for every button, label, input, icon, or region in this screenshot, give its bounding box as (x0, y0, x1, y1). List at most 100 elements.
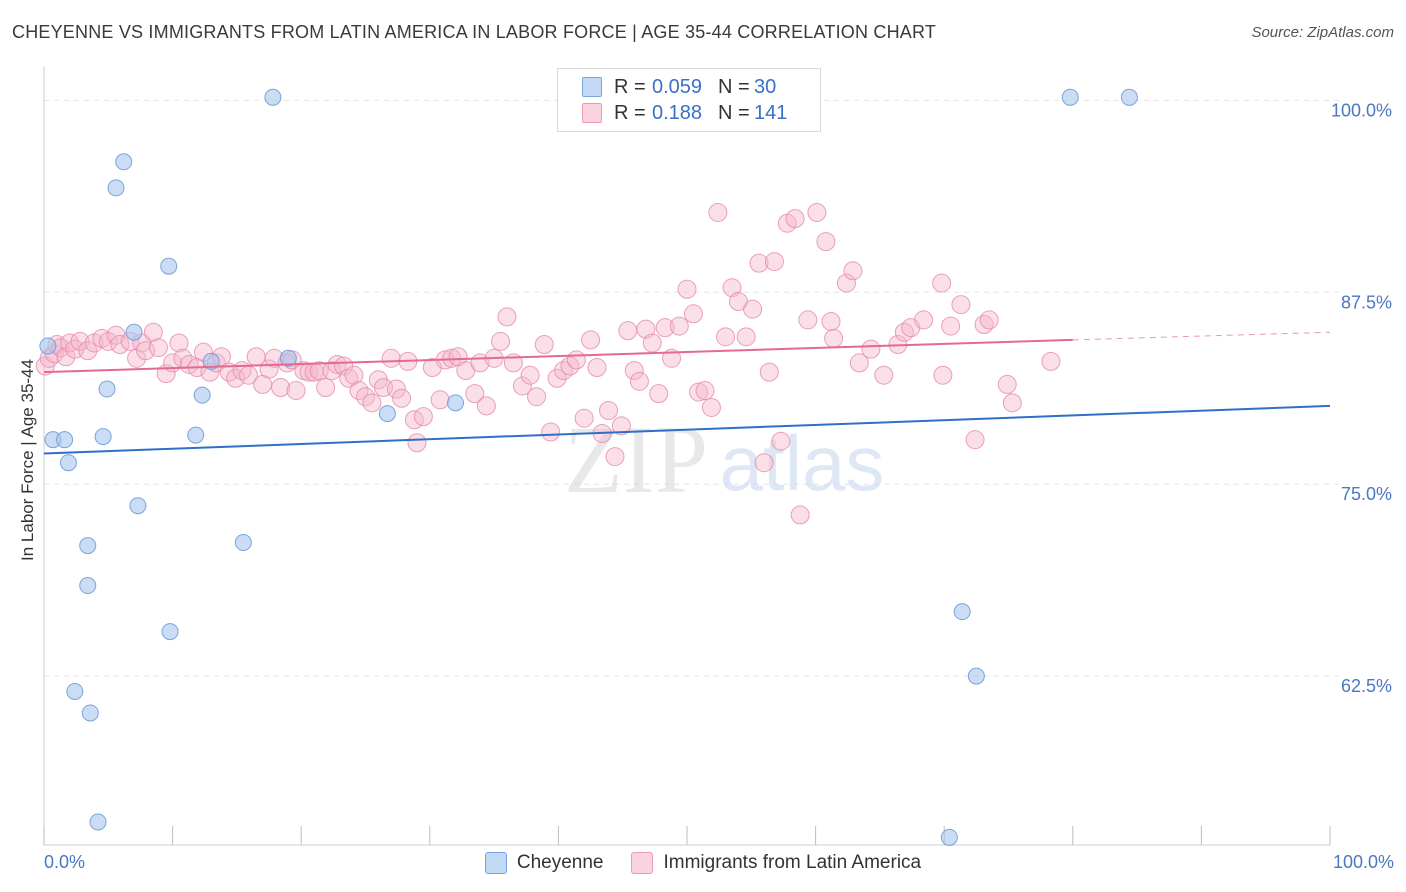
immigrants-point (689, 382, 709, 402)
cheyenne-point (56, 431, 74, 449)
immigrants-point (344, 365, 364, 385)
immigrants-point (512, 376, 532, 396)
y-tick-label: 75.0% (1341, 484, 1392, 504)
legend-n-value: 141 (754, 101, 788, 124)
immigrants-point (932, 273, 952, 293)
y-tick-label: 62.5% (1341, 676, 1392, 696)
cheyenne-point (98, 380, 116, 398)
immigrants-point (386, 379, 406, 399)
immigrants-point (824, 328, 844, 348)
immigrants-point (669, 316, 689, 336)
x-tick-label-max: 100.0% (1332, 852, 1394, 872)
cheyenne-point (39, 337, 57, 355)
immigrants-point (611, 416, 631, 436)
immigrants-point (581, 330, 601, 350)
immigrants-point (785, 209, 805, 229)
cheyenne-point (1061, 88, 1079, 106)
cheyenne-point (279, 349, 297, 367)
axes (43, 66, 1331, 846)
immigrants-point (941, 316, 961, 336)
immigrants-point (148, 338, 168, 358)
series-swatch-immigrants (631, 852, 654, 874)
immigrants-point (816, 232, 836, 252)
cheyenne-points (39, 88, 1138, 846)
immigrants-point (1041, 351, 1061, 371)
legend-row-cheyenne: R = 0.059 N = 30 (582, 75, 777, 99)
immigrants-trend-extension (1072, 331, 1331, 341)
cheyenne-point (1120, 88, 1138, 106)
cheyenne-point (94, 428, 112, 446)
immigrants-point (465, 384, 485, 404)
immigrants-point (316, 377, 336, 397)
cheyenne-point (234, 534, 252, 552)
series-legend-cheyenne: Cheyenne (484, 852, 603, 874)
legend-swatch-immigrants (582, 103, 602, 123)
immigrants-point (771, 431, 791, 451)
cheyenne-point (967, 667, 985, 685)
immigrants-point (655, 318, 675, 338)
watermark: ZIP atlas (564, 406, 884, 513)
immigrants-point (1002, 393, 1022, 413)
immigrants-point (736, 327, 756, 347)
immigrants-point (629, 371, 649, 391)
cheyenne-point (81, 704, 99, 722)
legend-n-value: 30 (754, 75, 777, 98)
legend-swatch-cheyenne (582, 77, 602, 97)
y-tick-label: 100.0% (1331, 100, 1392, 120)
immigrants-points (35, 202, 1061, 525)
immigrants-point (476, 396, 496, 416)
immigrants-point (807, 202, 827, 222)
immigrants-point (381, 348, 401, 368)
source-label: Source: ZipAtlas.com (1251, 24, 1394, 41)
immigrants-point (491, 331, 511, 351)
immigrants-point (599, 401, 619, 421)
cheyenne-point (160, 257, 178, 275)
immigrants-point (605, 447, 625, 467)
series-legend: Cheyenne Immigrants from Latin America (0, 852, 1406, 874)
immigrants-point (322, 361, 342, 381)
immigrants-point (362, 393, 382, 413)
cheyenne-point (59, 454, 77, 472)
immigrants-point (649, 384, 669, 404)
immigrants-point (136, 341, 156, 361)
legend-r-label: R = (614, 101, 646, 124)
immigrants-point (541, 422, 561, 442)
immigrants-point (701, 397, 721, 417)
cheyenne-point (125, 323, 143, 341)
trend-lines (43, 331, 1331, 455)
immigrants-point (566, 350, 586, 370)
cheyenne-point (115, 153, 133, 171)
watermark-atlas: atlas (720, 419, 885, 507)
immigrants-point (143, 322, 163, 342)
cheyenne-point (264, 88, 282, 106)
legend-n-label: N = (718, 75, 750, 98)
immigrants-point (497, 307, 517, 327)
series-swatch-cheyenne (484, 852, 507, 874)
immigrants-point (392, 388, 412, 408)
cheyenne-point (129, 497, 147, 515)
immigrants-point (106, 325, 126, 345)
legend-r-label: R = (614, 75, 646, 98)
y-tick-label: 87.5% (1341, 292, 1392, 312)
immigrants-point (98, 331, 118, 351)
immigrants-point (677, 279, 697, 299)
immigrants-point (716, 327, 736, 347)
immigrants-point (749, 253, 769, 273)
immigrants-point (979, 310, 999, 330)
immigrants-point (169, 333, 189, 353)
series-label-immigrants: Immigrants from Latin America (663, 852, 922, 873)
immigrants-point (60, 333, 80, 353)
cheyenne-point (447, 394, 465, 412)
immigrants-point (636, 319, 656, 339)
immigrants-point (226, 368, 246, 388)
y-tick-labels: 62.5% 75.0% 87.5% 100.0% (1331, 100, 1392, 696)
watermark-zip: ZIP (564, 406, 708, 513)
series-legend-immigrants: Immigrants from Latin America (631, 852, 921, 874)
immigrants-point (624, 361, 644, 381)
cheyenne-point (66, 682, 84, 700)
cheyenne-point (953, 603, 971, 621)
cheyenne-point (378, 405, 396, 423)
cheyenne-point (193, 386, 211, 404)
x-tick-label-min: 0.0% (44, 852, 86, 872)
